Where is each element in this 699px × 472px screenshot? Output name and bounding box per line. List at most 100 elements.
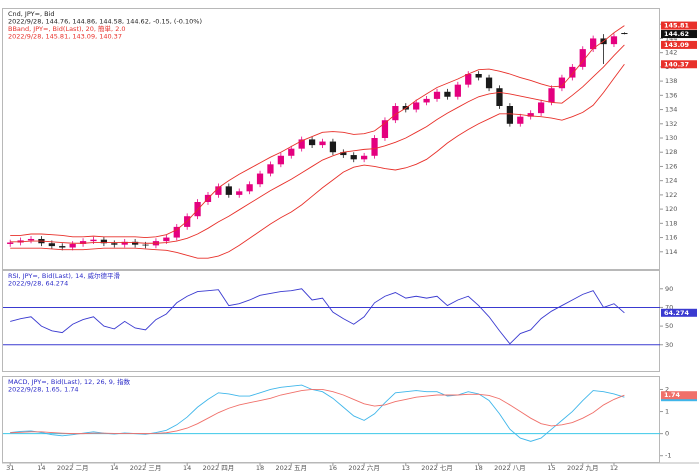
series-line	[10, 63, 625, 259]
legend-text: BBand, JPY=, Bid(Last), 20, 簡単, 2.0	[8, 24, 126, 33]
candle-body	[163, 237, 170, 242]
x-tick-label: 14	[183, 464, 191, 472]
x-tick-label: 2022 九月	[567, 463, 599, 472]
legend-text: 2022/9/28, 145.81, 143.09, 140.37	[8, 33, 122, 41]
y-tick-label: 50	[665, 322, 673, 330]
series-line	[10, 44, 625, 244]
x-tick-label: 31	[6, 464, 14, 472]
candle-body	[423, 98, 430, 103]
candle-body	[111, 243, 118, 245]
legend-text: 2022/9/28, 1.65, 1.74	[8, 386, 79, 394]
legend-text: MACD, JPY=, Bid(Last), 12, 26, 9, 指数	[8, 377, 131, 386]
candle-body	[132, 241, 139, 245]
candle-body	[215, 186, 222, 195]
series-line	[10, 288, 625, 345]
last-value-box	[661, 30, 697, 39]
last-value-box	[661, 40, 697, 49]
candle-body	[454, 84, 461, 97]
candle-body	[288, 148, 295, 156]
y-tick-label: 128	[665, 148, 677, 156]
last-value-box	[661, 391, 697, 400]
candle-body	[59, 246, 66, 248]
candle-body	[329, 141, 337, 153]
y-tick-label: 142	[665, 49, 677, 57]
last-value-box	[661, 308, 697, 317]
candle-body	[236, 191, 243, 195]
candle-body	[392, 106, 399, 121]
candle-body	[413, 102, 420, 110]
candle-body	[194, 202, 201, 217]
x-tick-label: 13	[402, 464, 410, 472]
y-tick-label: 70	[665, 303, 673, 311]
rsi-panel-frame	[2, 270, 660, 372]
y-tick-label: 118	[665, 219, 677, 227]
x-tick-label: 12	[610, 464, 618, 472]
candle-body	[27, 238, 35, 241]
candle-body	[465, 74, 472, 85]
candle-body	[579, 49, 586, 67]
candle-body	[48, 243, 55, 247]
candle-body	[350, 155, 357, 160]
x-tick-label: 2022 三月	[130, 464, 162, 472]
candle-body	[371, 138, 378, 156]
series-line	[10, 25, 625, 239]
candle-body	[527, 113, 534, 117]
candle-body	[485, 77, 493, 89]
candle-body	[361, 155, 368, 160]
x-tick-label: 15	[547, 464, 555, 472]
y-tick-label: 0	[665, 430, 669, 438]
candle-body	[340, 152, 347, 156]
candle-body	[256, 173, 264, 185]
y-tick-label: 30	[665, 341, 673, 349]
series-line	[10, 384, 625, 442]
candle-body	[621, 33, 628, 35]
candle-body	[590, 38, 597, 50]
candle-body	[444, 91, 451, 97]
y-tick-label: 132	[665, 120, 677, 128]
y-tick-label: 2	[665, 385, 669, 393]
last-value-box	[661, 21, 697, 30]
x-tick-label: 2022 五月	[275, 464, 307, 472]
y-tick-label: 124	[665, 177, 677, 185]
candle-body	[69, 243, 76, 248]
x-tick-label: 2022 四月	[203, 464, 235, 472]
candle-body	[537, 102, 545, 114]
candle-body	[610, 36, 618, 45]
x-tick-label: 18	[256, 464, 264, 472]
candle-body	[319, 141, 326, 146]
x-tick-label: 2022 七月	[421, 463, 453, 472]
x-tick-label: 16	[329, 464, 337, 472]
candle-body	[142, 244, 149, 246]
y-tick-label: 126	[665, 162, 677, 170]
legend-text: 2022/9/28, 144.76, 144.86, 144.58, 144.6…	[8, 18, 202, 26]
y-tick-label: 116	[665, 234, 677, 242]
candle-body	[277, 155, 284, 165]
y-tick-label: 114	[665, 248, 677, 256]
legend-text: Cnd, JPY=, Bid	[8, 10, 55, 18]
candle-body	[506, 106, 513, 124]
y-tick-label: 136	[665, 91, 677, 99]
y-tick-label: -1	[665, 452, 671, 460]
candle-body	[517, 116, 524, 124]
candle-body	[298, 139, 305, 149]
candle-body	[308, 139, 316, 146]
candle-body	[433, 91, 441, 99]
candle-body	[548, 88, 555, 103]
x-tick-label: 2022 八月	[494, 464, 526, 472]
candle-body	[173, 226, 180, 238]
y-tick-label: 144	[665, 34, 677, 42]
candle-body	[225, 186, 232, 195]
candle-body	[267, 164, 274, 174]
x-tick-label: 2022 二月	[57, 464, 89, 472]
candle-body	[7, 242, 14, 244]
y-tick-label: 90	[665, 285, 673, 293]
last-value-label: 144.62	[664, 30, 689, 38]
candle-body	[79, 241, 87, 244]
y-tick-label: 134	[665, 106, 677, 114]
candle-body	[121, 241, 128, 245]
last-value-label: 143.09	[664, 41, 690, 49]
y-tick-label: 138	[665, 77, 677, 85]
